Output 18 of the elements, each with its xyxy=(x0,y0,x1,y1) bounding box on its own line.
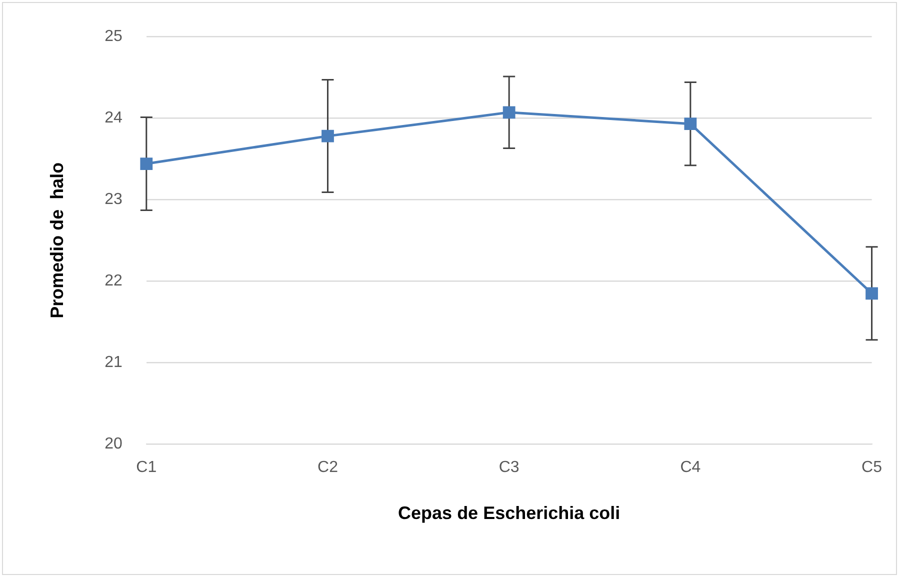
x-tick-label: C1 xyxy=(136,459,157,476)
point xyxy=(684,118,697,130)
y-tick-label: 23 xyxy=(104,191,122,208)
y-tick-label: 21 xyxy=(104,354,122,372)
y-axis-title: Promedio de halo xyxy=(46,162,67,318)
y-tick-label: 22 xyxy=(104,272,122,290)
point xyxy=(322,130,334,142)
x-tick-label: C4 xyxy=(680,459,701,476)
y-tick-label: 25 xyxy=(104,28,122,46)
x-tick-label: C2 xyxy=(318,459,338,476)
point xyxy=(140,158,153,170)
x-tick-label: C3 xyxy=(498,459,520,476)
point xyxy=(502,106,516,119)
x-tick-label: C5 xyxy=(862,459,882,476)
y-tick-label: 24 xyxy=(104,110,122,127)
x-axis-title: Cepas de Escherichia coli xyxy=(398,503,620,524)
point xyxy=(866,287,878,300)
y-tick-label: 20 xyxy=(104,436,122,453)
